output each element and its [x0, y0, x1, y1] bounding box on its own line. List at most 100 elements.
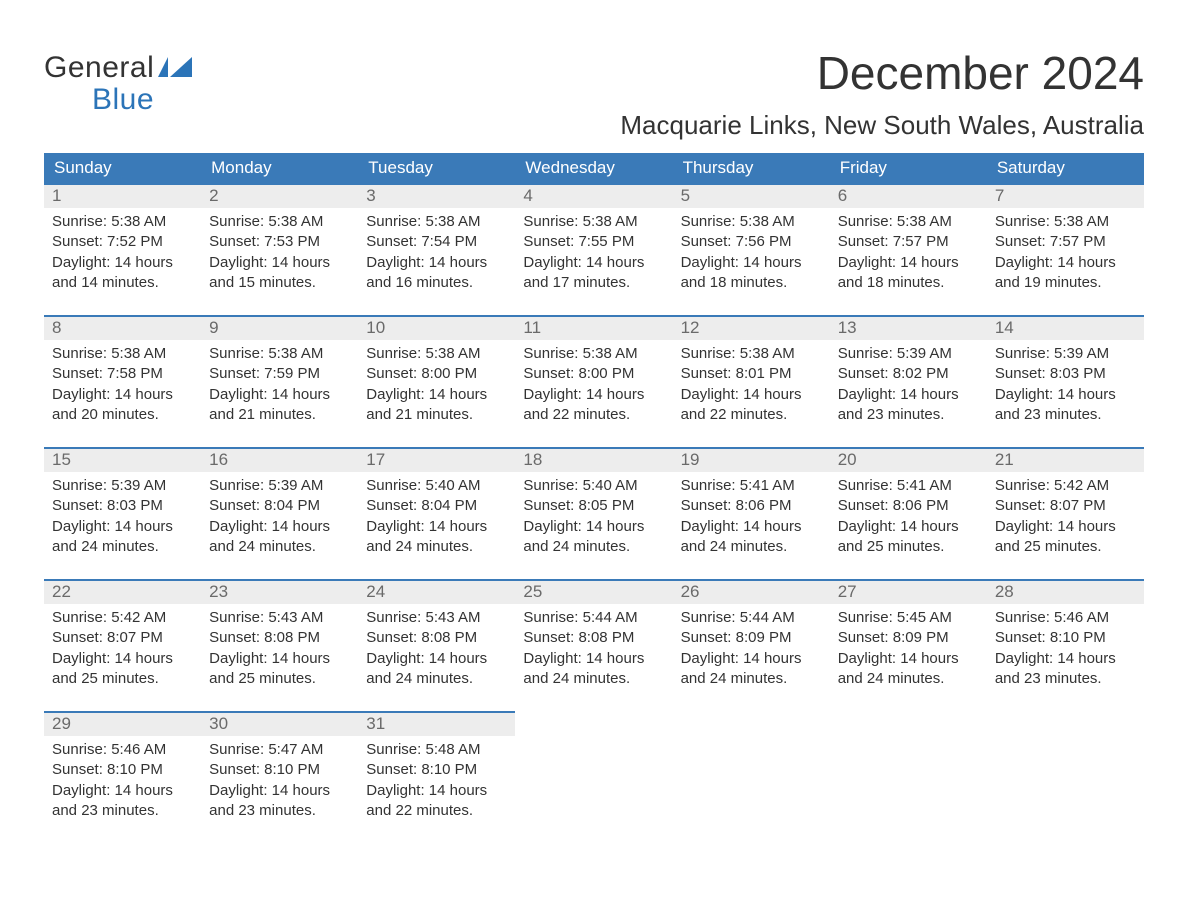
calendar-cell: 22Sunrise: 5:42 AMSunset: 8:07 PMDayligh… [44, 580, 201, 712]
day-number: 21 [987, 449, 1144, 472]
calendar-row: 15Sunrise: 5:39 AMSunset: 8:03 PMDayligh… [44, 448, 1144, 580]
calendar-cell: 7Sunrise: 5:38 AMSunset: 7:57 PMDaylight… [987, 184, 1144, 316]
day-number: 1 [44, 185, 201, 208]
day-info: Sunrise: 5:38 AMSunset: 7:57 PMDaylight:… [830, 208, 987, 315]
day-info: Sunrise: 5:39 AMSunset: 8:03 PMDaylight:… [987, 340, 1144, 447]
day-number: 14 [987, 317, 1144, 340]
day-info: Sunrise: 5:38 AMSunset: 7:53 PMDaylight:… [201, 208, 358, 315]
day-number: 22 [44, 581, 201, 604]
day-number: 29 [44, 713, 201, 736]
calendar-cell: 19Sunrise: 5:41 AMSunset: 8:06 PMDayligh… [673, 448, 830, 580]
calendar-cell: 20Sunrise: 5:41 AMSunset: 8:06 PMDayligh… [830, 448, 987, 580]
day-number: 16 [201, 449, 358, 472]
day-number: 5 [673, 185, 830, 208]
day-number: 12 [673, 317, 830, 340]
calendar-cell: 25Sunrise: 5:44 AMSunset: 8:08 PMDayligh… [515, 580, 672, 712]
day-number: 7 [987, 185, 1144, 208]
day-info: Sunrise: 5:38 AMSunset: 7:59 PMDaylight:… [201, 340, 358, 447]
day-number: 6 [830, 185, 987, 208]
logo: General Blue [44, 52, 192, 115]
weekday-header: Tuesday [358, 153, 515, 184]
calendar-cell: 29Sunrise: 5:46 AMSunset: 8:10 PMDayligh… [44, 712, 201, 843]
calendar-row: 8Sunrise: 5:38 AMSunset: 7:58 PMDaylight… [44, 316, 1144, 448]
day-info: Sunrise: 5:39 AMSunset: 8:04 PMDaylight:… [201, 472, 358, 579]
day-number: 28 [987, 581, 1144, 604]
calendar-row: 29Sunrise: 5:46 AMSunset: 8:10 PMDayligh… [44, 712, 1144, 843]
day-number: 24 [358, 581, 515, 604]
day-info: Sunrise: 5:39 AMSunset: 8:02 PMDaylight:… [830, 340, 987, 447]
day-info: Sunrise: 5:38 AMSunset: 7:52 PMDaylight:… [44, 208, 201, 315]
calendar-cell: 9Sunrise: 5:38 AMSunset: 7:59 PMDaylight… [201, 316, 358, 448]
day-number: 2 [201, 185, 358, 208]
calendar-cell: 28Sunrise: 5:46 AMSunset: 8:10 PMDayligh… [987, 580, 1144, 712]
calendar-cell: 11Sunrise: 5:38 AMSunset: 8:00 PMDayligh… [515, 316, 672, 448]
day-info: Sunrise: 5:38 AMSunset: 8:01 PMDaylight:… [673, 340, 830, 447]
calendar-cell: 8Sunrise: 5:38 AMSunset: 7:58 PMDaylight… [44, 316, 201, 448]
calendar-cell: 1Sunrise: 5:38 AMSunset: 7:52 PMDaylight… [44, 184, 201, 316]
day-number: 20 [830, 449, 987, 472]
day-info: Sunrise: 5:38 AMSunset: 8:00 PMDaylight:… [358, 340, 515, 447]
calendar-cell: 12Sunrise: 5:38 AMSunset: 8:01 PMDayligh… [673, 316, 830, 448]
day-info: Sunrise: 5:38 AMSunset: 7:57 PMDaylight:… [987, 208, 1144, 315]
day-number: 19 [673, 449, 830, 472]
day-number: 8 [44, 317, 201, 340]
calendar-row: 22Sunrise: 5:42 AMSunset: 8:07 PMDayligh… [44, 580, 1144, 712]
day-number: 11 [515, 317, 672, 340]
calendar-cell: 24Sunrise: 5:43 AMSunset: 8:08 PMDayligh… [358, 580, 515, 712]
day-info: Sunrise: 5:43 AMSunset: 8:08 PMDaylight:… [358, 604, 515, 711]
month-title: December 2024 [620, 46, 1144, 100]
calendar-cell: 13Sunrise: 5:39 AMSunset: 8:02 PMDayligh… [830, 316, 987, 448]
day-info: Sunrise: 5:46 AMSunset: 8:10 PMDaylight:… [987, 604, 1144, 711]
day-info: Sunrise: 5:40 AMSunset: 8:05 PMDaylight:… [515, 472, 672, 579]
calendar-cell: 4Sunrise: 5:38 AMSunset: 7:55 PMDaylight… [515, 184, 672, 316]
day-info: Sunrise: 5:48 AMSunset: 8:10 PMDaylight:… [358, 736, 515, 843]
day-number: 31 [358, 713, 515, 736]
calendar-cell: 17Sunrise: 5:40 AMSunset: 8:04 PMDayligh… [358, 448, 515, 580]
day-info: Sunrise: 5:40 AMSunset: 8:04 PMDaylight:… [358, 472, 515, 579]
calendar-cell: 2Sunrise: 5:38 AMSunset: 7:53 PMDaylight… [201, 184, 358, 316]
day-info: Sunrise: 5:44 AMSunset: 8:08 PMDaylight:… [515, 604, 672, 711]
day-number: 17 [358, 449, 515, 472]
day-info: Sunrise: 5:41 AMSunset: 8:06 PMDaylight:… [673, 472, 830, 579]
logo-line2: Blue [44, 84, 192, 116]
day-info: Sunrise: 5:47 AMSunset: 8:10 PMDaylight:… [201, 736, 358, 843]
day-number: 9 [201, 317, 358, 340]
calendar-cell: 15Sunrise: 5:39 AMSunset: 8:03 PMDayligh… [44, 448, 201, 580]
calendar-cell: 27Sunrise: 5:45 AMSunset: 8:09 PMDayligh… [830, 580, 987, 712]
day-number: 3 [358, 185, 515, 208]
day-info: Sunrise: 5:42 AMSunset: 8:07 PMDaylight:… [987, 472, 1144, 579]
day-info: Sunrise: 5:39 AMSunset: 8:03 PMDaylight:… [44, 472, 201, 579]
calendar-cell: 21Sunrise: 5:42 AMSunset: 8:07 PMDayligh… [987, 448, 1144, 580]
calendar-cell: 26Sunrise: 5:44 AMSunset: 8:09 PMDayligh… [673, 580, 830, 712]
day-number: 25 [515, 581, 672, 604]
calendar-cell: 5Sunrise: 5:38 AMSunset: 7:56 PMDaylight… [673, 184, 830, 316]
calendar-cell: 6Sunrise: 5:38 AMSunset: 7:57 PMDaylight… [830, 184, 987, 316]
calendar-cell: 16Sunrise: 5:39 AMSunset: 8:04 PMDayligh… [201, 448, 358, 580]
day-info: Sunrise: 5:38 AMSunset: 7:55 PMDaylight:… [515, 208, 672, 315]
day-number: 10 [358, 317, 515, 340]
calendar-cell: 10Sunrise: 5:38 AMSunset: 8:00 PMDayligh… [358, 316, 515, 448]
day-info: Sunrise: 5:42 AMSunset: 8:07 PMDaylight:… [44, 604, 201, 711]
weekday-header: Thursday [673, 153, 830, 184]
day-number: 15 [44, 449, 201, 472]
day-number: 30 [201, 713, 358, 736]
calendar-row: 1Sunrise: 5:38 AMSunset: 7:52 PMDaylight… [44, 184, 1144, 316]
calendar-table: Sunday Monday Tuesday Wednesday Thursday… [44, 153, 1144, 843]
day-info: Sunrise: 5:46 AMSunset: 8:10 PMDaylight:… [44, 736, 201, 843]
calendar-cell: 30Sunrise: 5:47 AMSunset: 8:10 PMDayligh… [201, 712, 358, 843]
weekday-header: Wednesday [515, 153, 672, 184]
day-info: Sunrise: 5:44 AMSunset: 8:09 PMDaylight:… [673, 604, 830, 711]
day-number: 27 [830, 581, 987, 604]
calendar-cell [515, 712, 672, 843]
weekday-header: Monday [201, 153, 358, 184]
day-info: Sunrise: 5:43 AMSunset: 8:08 PMDaylight:… [201, 604, 358, 711]
day-info: Sunrise: 5:45 AMSunset: 8:09 PMDaylight:… [830, 604, 987, 711]
weekday-header: Saturday [987, 153, 1144, 184]
day-info: Sunrise: 5:38 AMSunset: 7:58 PMDaylight:… [44, 340, 201, 447]
day-info: Sunrise: 5:38 AMSunset: 8:00 PMDaylight:… [515, 340, 672, 447]
day-info: Sunrise: 5:38 AMSunset: 7:54 PMDaylight:… [358, 208, 515, 315]
calendar-cell: 31Sunrise: 5:48 AMSunset: 8:10 PMDayligh… [358, 712, 515, 843]
day-number: 4 [515, 185, 672, 208]
weekday-header: Sunday [44, 153, 201, 184]
day-number: 18 [515, 449, 672, 472]
